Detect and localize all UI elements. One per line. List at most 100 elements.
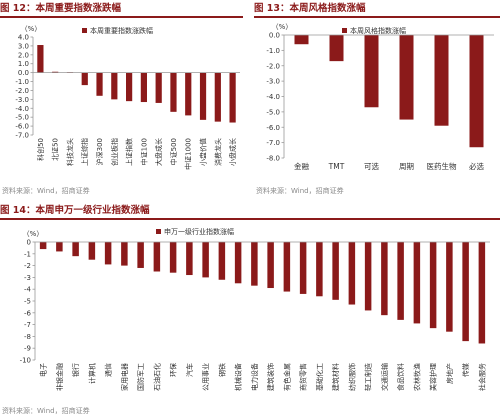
fig14-category-label: 建筑装饰 [266,363,275,391]
fig14-category-label: 食品饮料 [396,363,405,391]
fig14-category-label: 基础化工 [315,363,324,391]
fig13-bar [294,35,309,45]
fig12-unit-label: （%） [21,25,42,33]
figure-14-title-rule [0,218,500,220]
fig13-legend-label: 本周风格指数涨幅 [350,26,406,35]
fig14-bar [446,242,453,332]
fig14-category-label: 银行 [71,363,80,377]
fig14-category-label: 机械设备 [234,363,243,391]
fig12-y-tick-label: 4.0 [18,34,29,42]
fig14-bar [397,242,404,320]
fig14-category-label: 钢铁 [217,363,226,377]
chart-sw-industry-returns: （%）0 -1 -2 -3 -4 -5 -6 -7 -8 -9 -10 电子 非银金融 银行 计算机 通信 家用… [20,227,490,391]
fig12-legend-label: 本周重要指数涨跌幅 [90,26,153,35]
figure-12-source: 资料来源：Wind，招商证券 [2,187,90,195]
fig14-bar [316,242,323,297]
figure-14-source: 资料来源：Wind，招商证券 [2,407,90,415]
fig14-y-tick-label: -5 [24,298,31,306]
fig14-legend-label: 申万一级行业指数涨幅 [164,227,234,236]
fig14-bar [169,242,177,273]
fig12-category-label: 北证50 [52,138,60,161]
fig12-category-label: 沪深300 [95,138,104,165]
fig12-y-tick-label: -6.0 [15,123,29,131]
fig13-bar [364,35,379,108]
fig13-category-label: 金融 [294,161,309,171]
figure-12-title: 图 12：本周重要指数涨跌幅 [0,3,122,14]
fig14-bar [381,242,388,316]
fig14-y-tick-label: 0 [27,239,31,247]
fig12-bar [199,72,207,120]
fig12-legend-swatch [82,28,87,33]
fig13-bar [329,35,344,62]
fig14-bar [348,242,356,305]
fig14-category-label: 汽车 [185,363,194,377]
fig13-category-label: TMT [328,162,345,171]
fig12-category-label: 消费龙头 [213,138,222,166]
fig14-category-label: 房地产 [445,363,454,384]
fig12-category-label: 大盘成长 [154,138,163,166]
fig14-category-label: 非银金融 [55,363,64,391]
fig14-bar [267,242,274,289]
fig14-bar [462,242,469,342]
fig14-y-tick-label: -7 [24,321,31,329]
fig12-y-tick-label: -2.0 [15,87,29,95]
fig12-category-label: 中证100 [139,138,148,165]
fig12-category-label: 科技龙头 [65,138,74,166]
fig12-category-label: 上证指数 [125,138,134,166]
fig14-category-label: 家用电器 [120,363,129,391]
fig12-y-tick-label: -3.0 [15,96,29,104]
fig14-y-tick-label: -4 [24,286,32,294]
fig13-y-tick-label: -1.0 [266,47,280,55]
panel-figure-13: 图 13：本周风格指数涨幅 （%） 0.0 -1.0 -2.0 -3.0 -4.0 -5.0… [254,0,500,200]
fig14-category-label: 公用事业 [201,363,210,391]
fig14-unit-label: （%） [23,230,44,238]
figure-13-title: 图 13：本周风格指数涨幅 [254,3,366,14]
fig12-y-tick-label: -7.0 [15,132,29,140]
fig14-category-label: 计算机 [87,363,96,384]
fig14-legend-swatch [156,229,161,234]
fig13-y-tick-label: -5.0 [266,108,280,116]
fig12-category-label: 上证综指 [80,138,89,166]
fig14-y-tick-label: -6 [24,309,32,317]
fig14-bar [234,242,242,284]
fig14-bar [104,242,112,265]
fig14-category-label: 环保 [169,363,178,377]
chart-major-index-returns: （%）4.03.02.01.00.0-1.0-2.0-3.0-4.0-5.0-6… [15,25,240,170]
fig14-category-label: 农林牧渔 [412,363,421,391]
fig13-category-label: 医药生物 [427,161,457,171]
fig12-y-tick-label: -1.0 [15,78,29,86]
fig14-category-label: 石油石化 [152,363,161,391]
fig14-category-label: 国防军工 [136,363,145,391]
fig12-bar [214,72,221,122]
fig14-bar [121,242,128,266]
fig12-y-tick-label: 2.0 [18,51,29,59]
fig12-bar [111,72,118,100]
fig14-category-label: 轻工制造 [364,363,373,391]
fig12-bar [81,72,88,86]
fig14-category-label: 电子 [39,363,48,377]
fig14-category-label: 建筑材料 [331,363,340,391]
fig12-bar [140,72,147,103]
fig14-bar [332,242,339,300]
fig12-y-tick-label: 1.0 [18,60,29,68]
fig12-category-label: 中证500 [169,138,178,165]
panel-figure-12: 图 12：本周重要指数涨跌幅 （%） 4.0 3.0 2.0 1.0 0.0 -1.0 -2.… [0,0,243,200]
fig13-bar [399,35,414,120]
fig14-category-label: 社会服务 [477,363,486,391]
fig14-category-label: 美容护理 [429,363,438,391]
fig14-bar [88,242,96,260]
fig13-y-tick-label: -4.0 [266,93,280,101]
fig12-bar [96,72,103,96]
figure-14-title: 图 14：本周申万一级行业指数涨幅 [0,205,150,216]
fig13-category-label: 必选 [469,161,484,171]
fig12-bar [126,72,133,102]
fig14-bar [283,242,291,292]
figure-13-source: 资料来源：Wind，招商证券 [256,187,344,195]
panel-figure-14: 图 14：本周申万一级行业指数涨幅 （%） 0 -1 -2 -3 -4 -5 -6 -7 -8 -9… [0,202,500,419]
fig14-y-tick-label: -9 [24,345,31,353]
fig12-y-tick-label: 0.0 [18,69,29,77]
fig14-category-label: 有色金属 [282,363,291,391]
fig14-category-label: 交通运输 [380,363,389,391]
fig14-bar [72,242,79,257]
fig12-bar [37,45,44,73]
